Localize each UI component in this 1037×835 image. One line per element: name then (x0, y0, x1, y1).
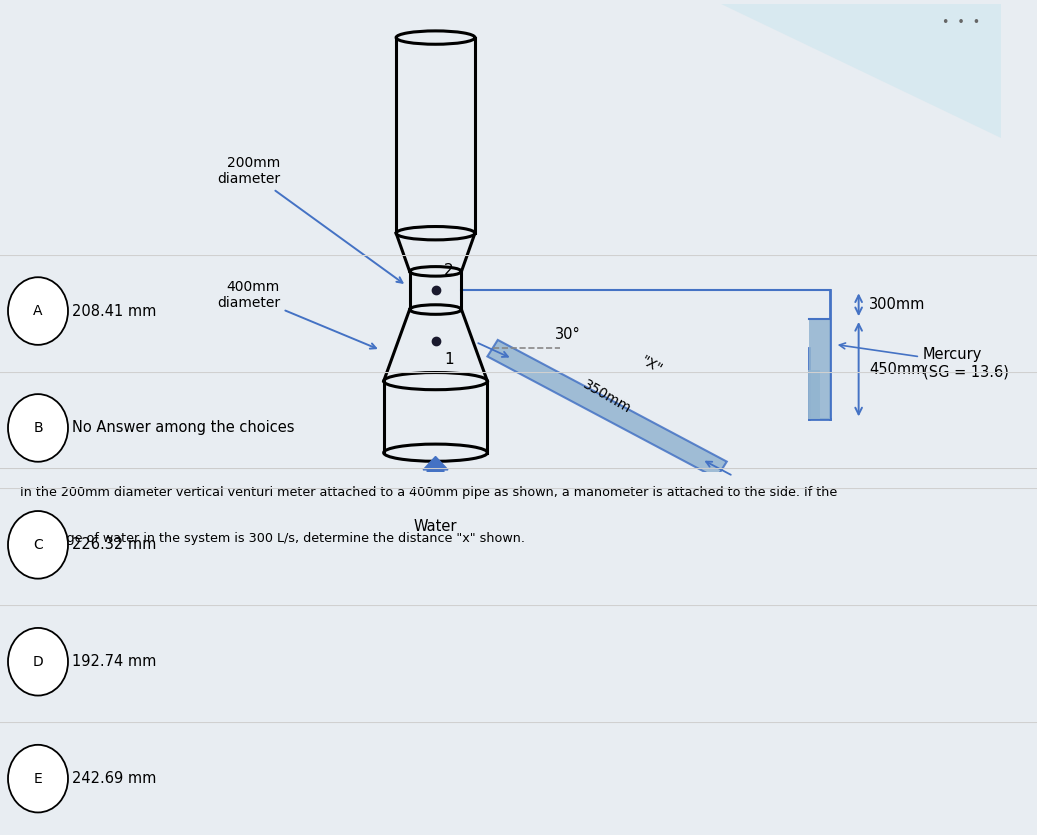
FancyArrow shape (423, 457, 448, 512)
Text: 400mm
diameter: 400mm diameter (217, 280, 376, 349)
Text: 200mm
diameter: 200mm diameter (217, 156, 402, 283)
Text: B: B (33, 421, 43, 435)
Text: 300mm: 300mm (869, 297, 925, 312)
Text: D: D (32, 655, 44, 669)
Circle shape (8, 628, 68, 696)
Circle shape (8, 277, 68, 345)
Text: 1: 1 (444, 352, 453, 367)
Text: 192.74 mm: 192.74 mm (72, 655, 157, 669)
Circle shape (8, 394, 68, 462)
Circle shape (8, 745, 68, 812)
Text: 350mm: 350mm (581, 377, 634, 416)
Polygon shape (487, 340, 727, 478)
Text: No Answer among the choices: No Answer among the choices (72, 421, 295, 435)
Polygon shape (721, 4, 1001, 138)
Text: "X": "X" (639, 353, 665, 377)
Text: 208.41 mm: 208.41 mm (72, 304, 157, 318)
Text: 450mm: 450mm (869, 362, 925, 377)
Text: A: A (33, 304, 43, 318)
Circle shape (8, 511, 68, 579)
Text: Water: Water (414, 519, 457, 534)
Text: 242.69 mm: 242.69 mm (72, 772, 157, 786)
Text: •  •  •: • • • (942, 16, 980, 28)
Bar (809, 319, 830, 419)
Text: Mercury
(SG = 13.6): Mercury (SG = 13.6) (839, 343, 1009, 380)
Text: E: E (33, 772, 43, 786)
Text: In the 200mm diameter vertical venturi meter attached to a 400mm pipe as shown, : In the 200mm diameter vertical venturi m… (20, 486, 837, 499)
Text: 30°: 30° (555, 326, 581, 342)
Text: C: C (33, 538, 43, 552)
Text: discharge of water in the system is 300 L/s, determine the distance "x" shown.: discharge of water in the system is 300 … (20, 533, 525, 545)
Bar (808, 370, 820, 419)
Text: 2: 2 (444, 263, 453, 278)
Text: 226.32 mm: 226.32 mm (72, 538, 157, 552)
